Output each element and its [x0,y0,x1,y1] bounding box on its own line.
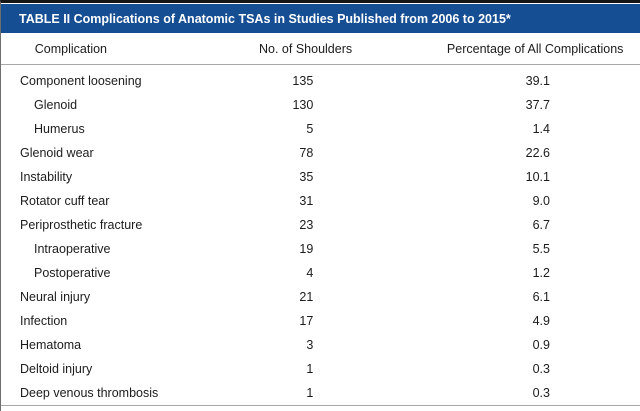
percentage-cell: 1.4 [532,122,550,136]
percentage-cell: 0.9 [532,338,550,352]
column-header-percentage: Percentage of All Complications [446,41,624,56]
percentage-cell: 37.7 [525,98,550,112]
complication-cell: Component loosening [20,74,142,88]
table-row: Rotator cuff tear 31 9.0 [1,189,640,213]
complication-cell: Instability [20,170,73,184]
shoulders-cell: 78 [299,146,314,160]
complication-cell: Deep venous thrombosis [20,386,159,400]
shoulders-cell: 135 [292,74,314,88]
shoulders-cell: 130 [292,98,314,112]
percentage-cell: 0.3 [532,362,550,376]
complication-cell: Glenoid [34,98,78,112]
table-row: Component loosening 135 39.1 [1,69,640,93]
complication-cell: Intraoperative [34,242,111,256]
table-title: TABLE II Complications of Anatomic TSAs … [19,11,511,26]
complication-cell: Neural injury [20,290,91,304]
shoulders-cell: 1 [306,362,314,376]
shoulders-cell: 17 [299,314,314,328]
percentage-cell: 10.1 [525,170,550,184]
column-header-complication: Complication [34,41,108,56]
table-body: Component loosening 135 39.1 Glenoid 130… [1,65,640,406]
percentage-cell: 0.3 [532,386,550,400]
shoulders-cell: 21 [299,290,314,304]
percentage-cell: 5.5 [532,242,550,256]
table-header-row: Complication No. of Shoulders Percentage… [1,33,640,65]
shoulders-cell: 5 [306,122,314,136]
table-row: Infection 17 4.9 [1,309,640,333]
complication-cell: Hematoma [20,338,82,352]
complication-cell: Deltoid injury [20,362,93,376]
table-row: Deep venous thrombosis 1 0.3 [1,381,640,405]
table-row: Deltoid injury 1 0.3 [1,357,640,381]
table-row: Neural injury 21 6.1 [1,285,640,309]
table-row: Instability 35 10.1 [1,165,640,189]
table-row: Periprosthetic fracture 23 6.7 [1,213,640,237]
table-row: Glenoid wear 78 22.6 [1,141,640,165]
complication-cell: Humerus [34,122,85,136]
percentage-cell: 4.9 [532,314,550,328]
shoulders-cell: 31 [299,194,314,208]
percentage-cell: 9.0 [532,194,550,208]
table-row: Humerus 5 1.4 [1,117,640,141]
percentage-cell: 39.1 [525,74,550,88]
shoulders-cell: 23 [299,218,314,232]
complication-cell: Infection [20,314,68,328]
shoulders-cell: 35 [299,170,314,184]
percentage-cell: 6.1 [532,290,550,304]
percentage-cell: 6.7 [532,218,550,232]
complication-cell: Postoperative [34,266,111,280]
shoulders-cell: 1 [306,386,314,400]
table-title-bar: TABLE II Complications of Anatomic TSAs … [1,4,640,33]
shoulders-cell: 3 [306,338,314,352]
complication-cell: Periprosthetic fracture [20,218,143,232]
shoulders-cell: 4 [306,266,314,280]
complication-cell: Glenoid wear [20,146,94,160]
percentage-cell: 1.2 [532,266,550,280]
table-row: Glenoid 130 37.7 [1,93,640,117]
percentage-cell: 22.6 [525,146,550,160]
table-row: Postoperative 4 1.2 [1,261,640,285]
shoulders-cell: 19 [299,242,314,256]
table-row: Hematoma 3 0.9 [1,333,640,357]
complication-cell: Rotator cuff tear [20,194,110,208]
column-header-shoulders: No. of Shoulders [259,41,353,56]
table-row: Intraoperative 19 5.5 [1,237,640,261]
